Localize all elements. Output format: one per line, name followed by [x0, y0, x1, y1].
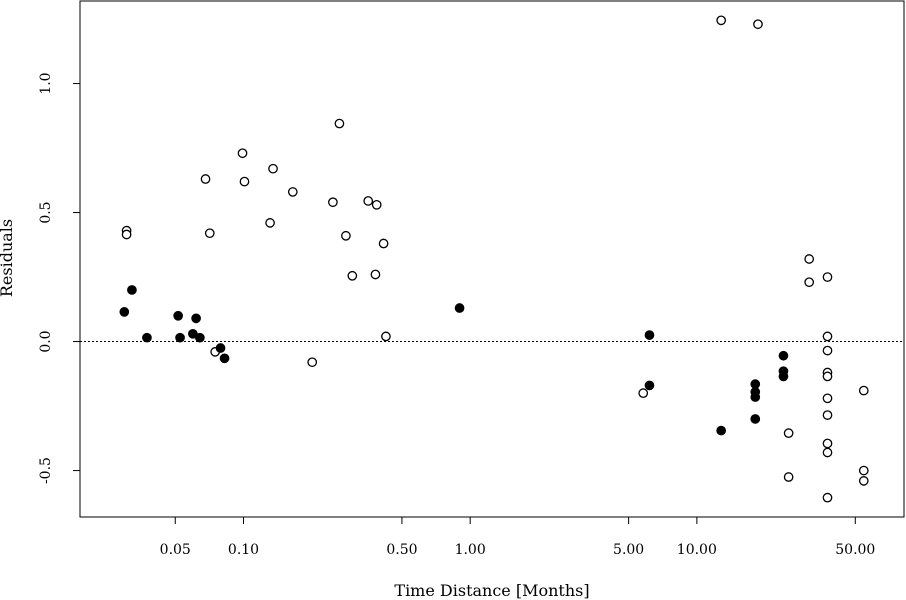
- open-data-point: [328, 197, 338, 208]
- y-tick-label: 0.5: [38, 201, 54, 223]
- open-data-point: [363, 196, 374, 206]
- plot-area-frame: [79, 0, 905, 518]
- open-data-point: [783, 428, 794, 438]
- filled-data-point: [750, 414, 761, 424]
- open-data-point: [822, 438, 833, 449]
- open-data-point: [858, 385, 869, 396]
- y-axis: -0.5 0.0 0.5 1.0: [38, 72, 80, 484]
- x-tick-label: 0.10: [228, 542, 259, 558]
- open-data-point: [822, 345, 833, 356]
- filled-data-point: [644, 330, 655, 340]
- open-data-point: [370, 269, 381, 280]
- open-data-point: [371, 199, 382, 210]
- open-data-point: [381, 331, 391, 342]
- open-data-point: [334, 118, 345, 129]
- x-tick-label: 1.00: [455, 542, 486, 558]
- open-data-point: [307, 357, 318, 368]
- open-data-point: [753, 19, 763, 30]
- filled-data-point: [778, 371, 789, 382]
- filled-data-point: [219, 353, 230, 364]
- open-data-point: [822, 272, 833, 282]
- open-data-point: [822, 447, 833, 458]
- open-data-point: [822, 492, 833, 503]
- open-data-point: [239, 176, 250, 187]
- filled-data-point: [142, 332, 152, 343]
- open-data-point: [287, 187, 298, 197]
- open-data-point: [638, 388, 649, 399]
- open-data-point: [200, 174, 211, 184]
- filled-data-point: [454, 303, 465, 313]
- open-data-point: [804, 254, 815, 264]
- open-data-point: [378, 238, 389, 249]
- open-data-point: [804, 277, 815, 288]
- open-data-point: [268, 163, 278, 174]
- filled-data-point: [191, 313, 201, 324]
- y-tick-label: 0.0: [38, 330, 54, 352]
- open-data-point: [265, 218, 275, 228]
- filled-data-point: [175, 332, 185, 343]
- filled-data-point: [127, 285, 137, 295]
- filled-data-point: [778, 350, 789, 361]
- open-data-point: [347, 270, 358, 281]
- y-tick-label: -0.5: [38, 457, 54, 484]
- open-data-point: [858, 476, 869, 486]
- open-data-point: [858, 465, 869, 476]
- x-tick-label: 50.00: [835, 542, 875, 558]
- open-data-point: [237, 148, 248, 159]
- x-tick-label: 5.00: [613, 542, 644, 558]
- open-data-point: [822, 410, 833, 420]
- x-tick-label: 0.05: [160, 542, 191, 558]
- open-data-point: [716, 15, 727, 26]
- data-points: [119, 15, 869, 503]
- filled-data-point: [750, 392, 761, 402]
- y-axis-title: Residuals: [0, 219, 16, 297]
- filled-data-point: [119, 307, 130, 317]
- filled-data-point: [195, 332, 205, 343]
- open-data-point: [822, 331, 833, 342]
- x-tick-label: 0.50: [386, 542, 417, 558]
- x-axis-title: Time Distance [Months]: [394, 581, 589, 600]
- open-data-point: [783, 472, 794, 482]
- open-data-point: [121, 229, 132, 240]
- open-data-point: [822, 393, 833, 404]
- x-tick-label: 10.00: [677, 542, 717, 558]
- filled-data-point: [716, 425, 727, 436]
- open-data-point: [341, 230, 351, 241]
- open-data-point: [204, 228, 215, 239]
- y-tick-label: 1.0: [38, 72, 54, 94]
- x-axis: 0.05 0.10 0.50 1.00 5.00 10.00 50.00: [160, 517, 875, 558]
- filled-data-point: [173, 310, 184, 321]
- open-data-point: [822, 371, 833, 382]
- filled-data-point: [215, 343, 226, 353]
- filled-data-point: [644, 380, 655, 391]
